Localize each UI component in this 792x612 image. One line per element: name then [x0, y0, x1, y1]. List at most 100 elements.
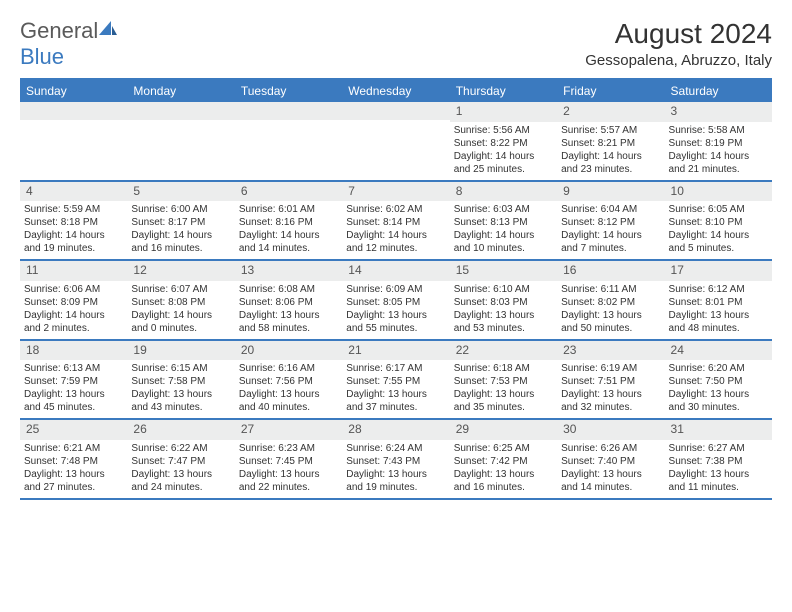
calendar-cell: 13 Sunrise: 6:08 AMSunset: 8:06 PMDayligh… — [235, 261, 342, 339]
sunset-text: Sunset: 8:19 PM — [669, 137, 768, 150]
header: General Blue August 2024 Gessopalena, Ab… — [20, 18, 772, 70]
day-number: 30 — [557, 420, 664, 440]
daylight-text: Daylight: 14 hours and 25 minutes. — [454, 150, 553, 176]
sunrise-text: Sunrise: 6:03 AM — [454, 203, 553, 216]
daylight-text: Daylight: 13 hours and 24 minutes. — [131, 468, 230, 494]
day-number: 27 — [235, 420, 342, 440]
sunrise-text: Sunrise: 5:59 AM — [24, 203, 123, 216]
calendar-cell: 26Sunrise: 6:22 AMSunset: 7:47 PMDayligh… — [127, 420, 234, 498]
calendar-cell: 6Sunrise: 6:01 AMSunset: 8:16 PMDaylight… — [235, 182, 342, 260]
day-number: 17 — [665, 261, 772, 281]
day-number: 11 — [20, 261, 127, 281]
page-title: August 2024 — [585, 18, 772, 50]
daylight-text: Daylight: 13 hours and 48 minutes. — [669, 309, 768, 335]
calendar-cell: 3Sunrise: 5:58 AMSunset: 8:19 PMDaylight… — [665, 102, 772, 180]
sunrise-text: Sunrise: 6:26 AM — [561, 442, 660, 455]
day-number: 12 — [127, 261, 234, 281]
sunrise-text: Sunrise: 6:02 AM — [346, 203, 445, 216]
calendar-cell: 8Sunrise: 6:03 AMSunset: 8:13 PMDaylight… — [450, 182, 557, 260]
sunset-text: Sunset: 7:45 PM — [239, 455, 338, 468]
sunrise-text: Sunrise: 6:08 AM — [239, 283, 338, 296]
sunrise-text: Sunrise: 5:58 AM — [669, 124, 768, 137]
sunset-text: Sunset: 8:16 PM — [239, 216, 338, 229]
week-row: 18Sunrise: 6:13 AMSunset: 7:59 PMDayligh… — [20, 341, 772, 421]
day-number — [342, 102, 449, 120]
daylight-text: Daylight: 14 hours and 14 minutes. — [239, 229, 338, 255]
sunrise-text: Sunrise: 6:11 AM — [561, 283, 660, 296]
daylight-text: Daylight: 13 hours and 19 minutes. — [346, 468, 445, 494]
daylight-text: Daylight: 14 hours and 7 minutes. — [561, 229, 660, 255]
sunset-text: Sunset: 8:09 PM — [24, 296, 123, 309]
sunrise-text: Sunrise: 6:23 AM — [239, 442, 338, 455]
calendar-cell: 15Sunrise: 6:10 AMSunset: 8:03 PMDayligh… — [450, 261, 557, 339]
daylight-text: Daylight: 14 hours and 23 minutes. — [561, 150, 660, 176]
day-number: 5 — [127, 182, 234, 202]
day-number — [20, 102, 127, 120]
calendar-cell: 31Sunrise: 6:27 AMSunset: 7:38 PMDayligh… — [665, 420, 772, 498]
daylight-text: Daylight: 14 hours and 2 minutes. — [24, 309, 123, 335]
day-number: 18 — [20, 341, 127, 361]
sunset-text: Sunset: 8:02 PM — [561, 296, 660, 309]
daylight-text: Daylight: 13 hours and 30 minutes. — [669, 388, 768, 414]
daylight-text: Daylight: 13 hours and 22 minutes. — [239, 468, 338, 494]
calendar-cell: 16 Sunrise: 6:11 AMSunset: 8:02 PMDayligh… — [557, 261, 664, 339]
calendar-cell — [235, 102, 342, 180]
sunset-text: Sunset: 7:50 PM — [669, 375, 768, 388]
sunrise-text: Sunrise: 6:04 AM — [561, 203, 660, 216]
sunrise-text: Sunrise: 6:27 AM — [669, 442, 768, 455]
sunrise-text: Sunrise: 6:19 AM — [561, 362, 660, 375]
calendar-cell: 2Sunrise: 5:57 AMSunset: 8:21 PMDaylight… — [557, 102, 664, 180]
title-block: August 2024 Gessopalena, Abruzzo, Italy — [585, 18, 772, 69]
day-number: 26 — [127, 420, 234, 440]
day-number: 4 — [20, 182, 127, 202]
daylight-text: Daylight: 14 hours and 5 minutes. — [669, 229, 768, 255]
daylight-text: Daylight: 14 hours and 12 minutes. — [346, 229, 445, 255]
sunset-text: Sunset: 7:38 PM — [669, 455, 768, 468]
day-number: 13 — [235, 261, 342, 281]
day-number: 19 — [127, 341, 234, 361]
calendar-cell: 17Sunrise: 6:12 AMSunset: 8:01 PMDayligh… — [665, 261, 772, 339]
sunset-text: Sunset: 7:42 PM — [454, 455, 553, 468]
day-header: Friday — [557, 80, 664, 102]
calendar-cell: 1Sunrise: 5:56 AMSunset: 8:22 PMDaylight… — [450, 102, 557, 180]
day-number: 23 — [557, 341, 664, 361]
calendar-cell: 29Sunrise: 6:25 AMSunset: 7:42 PMDayligh… — [450, 420, 557, 498]
sunrise-text: Sunrise: 6:22 AM — [131, 442, 230, 455]
calendar-cell: 24Sunrise: 6:20 AMSunset: 7:50 PMDayligh… — [665, 341, 772, 419]
daylight-text: Daylight: 13 hours and 58 minutes. — [239, 309, 338, 335]
daylight-text: Daylight: 14 hours and 19 minutes. — [24, 229, 123, 255]
logo-text-general: General — [20, 18, 98, 43]
sunset-text: Sunset: 8:08 PM — [131, 296, 230, 309]
day-number — [235, 102, 342, 120]
calendar-cell: 23Sunrise: 6:19 AMSunset: 7:51 PMDayligh… — [557, 341, 664, 419]
sunrise-text: Sunrise: 6:06 AM — [24, 283, 123, 296]
sunset-text: Sunset: 7:48 PM — [24, 455, 123, 468]
calendar-cell — [127, 102, 234, 180]
sunset-text: Sunset: 8:06 PM — [239, 296, 338, 309]
day-number: 31 — [665, 420, 772, 440]
day-number: 16 — [557, 261, 664, 281]
sunset-text: Sunset: 8:12 PM — [561, 216, 660, 229]
calendar-cell: 30Sunrise: 6:26 AMSunset: 7:40 PMDayligh… — [557, 420, 664, 498]
sunset-text: Sunset: 7:53 PM — [454, 375, 553, 388]
calendar-cell — [20, 102, 127, 180]
sunset-text: Sunset: 8:21 PM — [561, 137, 660, 150]
day-header: Wednesday — [342, 80, 449, 102]
daylight-text: Daylight: 13 hours and 14 minutes. — [561, 468, 660, 494]
day-header: Saturday — [665, 80, 772, 102]
daylight-text: Daylight: 13 hours and 50 minutes. — [561, 309, 660, 335]
day-number: 24 — [665, 341, 772, 361]
day-number: 25 — [20, 420, 127, 440]
sunrise-text: Sunrise: 6:07 AM — [131, 283, 230, 296]
sunset-text: Sunset: 8:13 PM — [454, 216, 553, 229]
daylight-text: Daylight: 14 hours and 0 minutes. — [131, 309, 230, 335]
sunset-text: Sunset: 8:14 PM — [346, 216, 445, 229]
week-row: 25Sunrise: 6:21 AMSunset: 7:48 PMDayligh… — [20, 420, 772, 500]
day-number: 29 — [450, 420, 557, 440]
daylight-text: Daylight: 13 hours and 43 minutes. — [131, 388, 230, 414]
sunset-text: Sunset: 8:22 PM — [454, 137, 553, 150]
sunset-text: Sunset: 8:01 PM — [669, 296, 768, 309]
week-row: 1Sunrise: 5:56 AMSunset: 8:22 PMDaylight… — [20, 102, 772, 182]
sunrise-text: Sunrise: 6:17 AM — [346, 362, 445, 375]
sunrise-text: Sunrise: 6:16 AM — [239, 362, 338, 375]
